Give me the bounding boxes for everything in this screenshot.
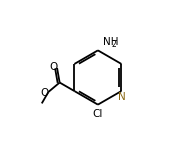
Text: N: N	[118, 92, 126, 102]
Text: O: O	[40, 88, 49, 98]
Text: Cl: Cl	[93, 109, 103, 119]
Text: NH: NH	[103, 37, 119, 47]
Text: O: O	[49, 62, 57, 72]
Text: 2: 2	[112, 40, 117, 49]
